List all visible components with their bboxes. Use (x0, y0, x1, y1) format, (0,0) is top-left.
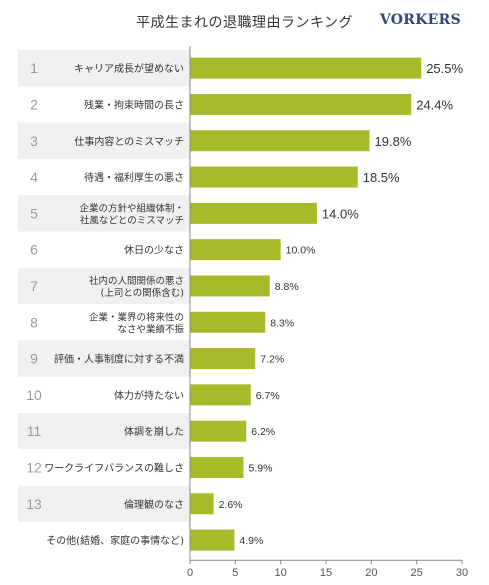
category-label: 体力が持たない (114, 389, 184, 402)
row-stripe (18, 340, 190, 377)
bar (190, 348, 256, 370)
value-label: 14.0% (322, 206, 359, 221)
row-stripe (18, 122, 190, 159)
value-label: 24.4% (416, 97, 453, 112)
x-tick-label: 10 (275, 567, 287, 579)
row-stripe (18, 413, 190, 450)
rank-number: 5 (30, 205, 38, 221)
category-label: ワークライフバランスの難しさ (44, 461, 184, 474)
rank-number: 6 (30, 242, 38, 258)
bar (190, 166, 358, 188)
category-label: なさや業績不振 (117, 323, 184, 335)
category-label: 社内の人間関係の悪さ (89, 275, 184, 287)
value-label: 8.8% (275, 281, 299, 293)
category-label: その他(結婚、家庭の事情など) (46, 534, 184, 547)
value-label: 6.2% (251, 426, 275, 438)
value-label: 7.2% (260, 354, 284, 366)
value-label: 5.9% (248, 462, 272, 474)
value-label: 4.9% (239, 535, 263, 547)
bar (190, 57, 422, 79)
bar (190, 275, 270, 297)
rank-number: 1 (30, 60, 38, 76)
x-tick-label: 20 (365, 567, 377, 579)
value-label: 18.5% (363, 170, 400, 185)
value-label: 2.6% (219, 499, 243, 511)
row-stripe (18, 485, 190, 522)
rank-number: 2 (30, 96, 38, 112)
rank-number: 12 (26, 459, 42, 475)
category-label: キャリア成長が望めない (74, 62, 184, 75)
category-label: 企業・業界の将来性の (89, 311, 184, 323)
value-label: 6.7% (256, 390, 280, 402)
rank-number: 7 (30, 278, 38, 294)
bar (190, 529, 235, 551)
category-label: 残業・拘束時間の長さ (84, 98, 184, 111)
bar (190, 493, 214, 515)
rank-number: 9 (30, 351, 38, 367)
bar (190, 384, 251, 406)
rank-number: 11 (27, 423, 42, 439)
bar (190, 202, 317, 224)
vorkers-logo: VORKERS (379, 12, 461, 28)
row-stripe (18, 267, 190, 305)
category-label: 企業の方針や組織体制・ (79, 202, 184, 214)
bar (190, 456, 244, 478)
category-label: 社風などとのミスマッチ (80, 214, 184, 226)
bar (190, 239, 281, 261)
rank-number: 13 (26, 496, 42, 512)
row-stripe (18, 50, 190, 87)
category-label: 倫理観のなさ (124, 498, 184, 511)
rank-number: 8 (30, 314, 38, 330)
category-label: 待遇・福利厚生の悪さ (84, 171, 184, 184)
x-tick-label: 25 (411, 567, 423, 579)
row-stripe (18, 195, 190, 232)
category-label: 仕事内容とのミスマッチ (74, 135, 184, 148)
category-label: 休日の少なさ (124, 245, 184, 257)
x-tick-label: 5 (232, 567, 238, 579)
rank-number: 10 (26, 387, 42, 403)
value-label: 8.3% (270, 317, 294, 329)
bar (190, 420, 247, 442)
category-label: 評価・人事制度に対する不満 (54, 353, 184, 366)
chart-title: 平成生まれの退職理由ランキング (135, 15, 354, 31)
x-tick-label: 0 (187, 567, 193, 579)
bar (190, 311, 266, 333)
category-label: (上司との関係含む) (101, 287, 184, 299)
x-tick-label: 30 (456, 567, 468, 579)
value-label: 19.8% (375, 134, 412, 149)
bar (190, 130, 370, 152)
bar (190, 93, 412, 115)
x-tick-label: 15 (320, 567, 332, 579)
value-label: 25.5% (426, 61, 463, 76)
category-label: 体調を崩した (124, 425, 184, 438)
rank-number: 4 (30, 169, 38, 185)
rank-number: 3 (30, 133, 38, 149)
value-label: 10.0% (286, 245, 316, 257)
